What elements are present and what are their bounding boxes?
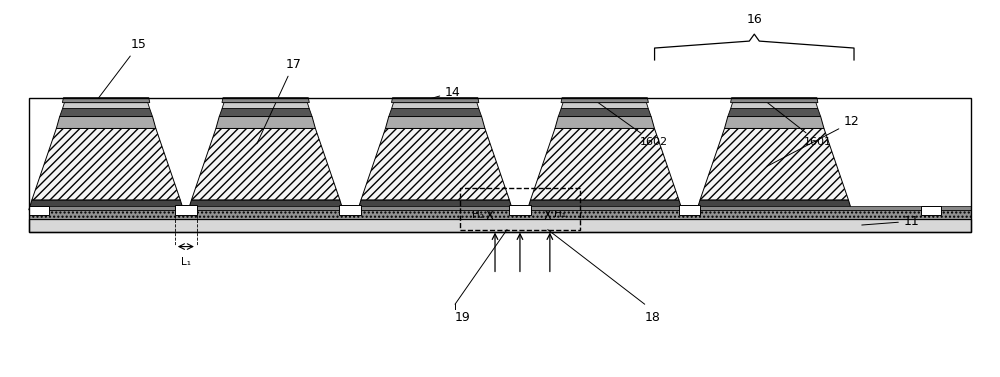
Text: H₂: H₂ (472, 210, 484, 220)
Polygon shape (697, 200, 852, 210)
Polygon shape (561, 98, 648, 103)
Polygon shape (509, 205, 531, 215)
Text: 18: 18 (645, 311, 660, 324)
Polygon shape (389, 109, 482, 116)
Polygon shape (555, 116, 654, 129)
Polygon shape (392, 98, 479, 103)
Text: 12: 12 (767, 115, 860, 167)
Polygon shape (731, 103, 818, 109)
Polygon shape (62, 98, 150, 103)
Polygon shape (392, 103, 479, 109)
Polygon shape (63, 103, 150, 109)
Text: 16: 16 (746, 13, 762, 26)
Polygon shape (385, 116, 485, 129)
Polygon shape (56, 116, 156, 129)
Polygon shape (29, 210, 971, 219)
Polygon shape (216, 116, 315, 129)
Polygon shape (679, 205, 700, 215)
Polygon shape (222, 98, 309, 103)
Polygon shape (531, 129, 679, 200)
Polygon shape (527, 200, 682, 210)
Polygon shape (188, 200, 343, 210)
Text: 17: 17 (257, 58, 301, 144)
Polygon shape (191, 129, 340, 200)
Text: L₁: L₁ (181, 257, 191, 268)
Polygon shape (358, 200, 512, 210)
Polygon shape (175, 205, 197, 215)
Polygon shape (29, 206, 971, 210)
Text: 14: 14 (428, 86, 461, 100)
Polygon shape (29, 200, 183, 210)
Text: 15: 15 (98, 38, 147, 99)
Polygon shape (724, 116, 824, 129)
Polygon shape (558, 109, 651, 116)
Polygon shape (339, 205, 361, 215)
Text: 1601: 1601 (766, 102, 832, 147)
Polygon shape (700, 129, 848, 200)
Text: 11: 11 (862, 215, 920, 228)
Polygon shape (29, 219, 971, 232)
Text: H₁: H₁ (554, 209, 566, 219)
Polygon shape (60, 109, 153, 116)
Polygon shape (219, 109, 312, 116)
Polygon shape (361, 129, 509, 200)
Polygon shape (728, 109, 821, 116)
Polygon shape (921, 206, 941, 215)
Text: 1602: 1602 (597, 102, 668, 147)
Text: 19: 19 (455, 311, 471, 324)
Polygon shape (731, 98, 818, 103)
Polygon shape (561, 103, 648, 109)
Polygon shape (32, 129, 180, 200)
Polygon shape (222, 103, 309, 109)
Polygon shape (29, 206, 49, 215)
